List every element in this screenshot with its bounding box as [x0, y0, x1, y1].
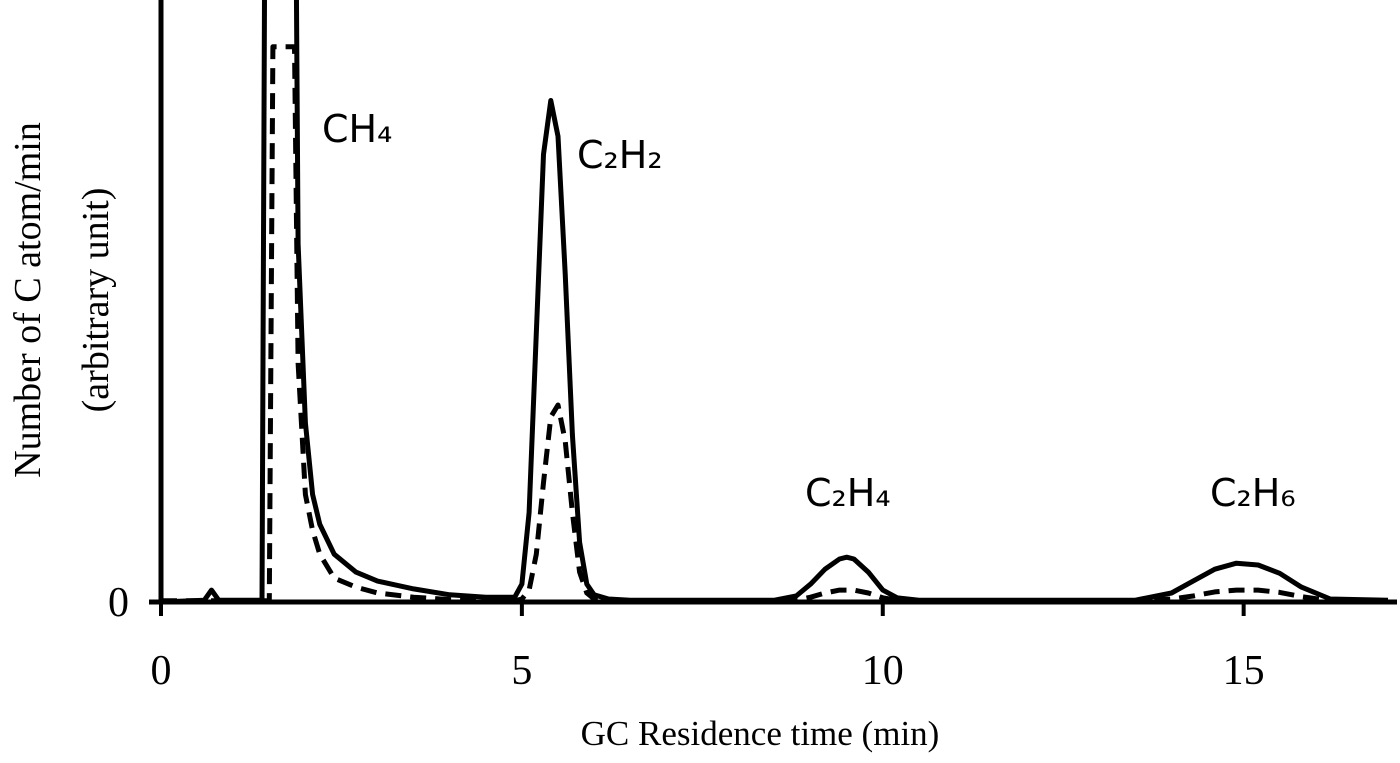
- y-axis-label: Number of C atom/min: [7, 122, 49, 478]
- x-axis-label: GC Residence time (min): [581, 714, 940, 753]
- x-tick-label: 0: [151, 648, 172, 694]
- x-tick-label: 5: [511, 648, 532, 694]
- y-tick-label: 0: [108, 580, 129, 626]
- peak-label: C₂H₆: [1210, 471, 1296, 515]
- x-tick-label: 10: [862, 648, 904, 694]
- y-axis-label: (arbitrary unit): [75, 188, 117, 413]
- x-tick-label: 15: [1223, 648, 1265, 694]
- plot-area: [160, 0, 1389, 605]
- peak-label: CH₄: [322, 107, 392, 151]
- data-line: [160, 0, 1389, 605]
- peak-label: C₂H₄: [805, 471, 891, 515]
- peak-label: C₂H₂: [577, 133, 663, 177]
